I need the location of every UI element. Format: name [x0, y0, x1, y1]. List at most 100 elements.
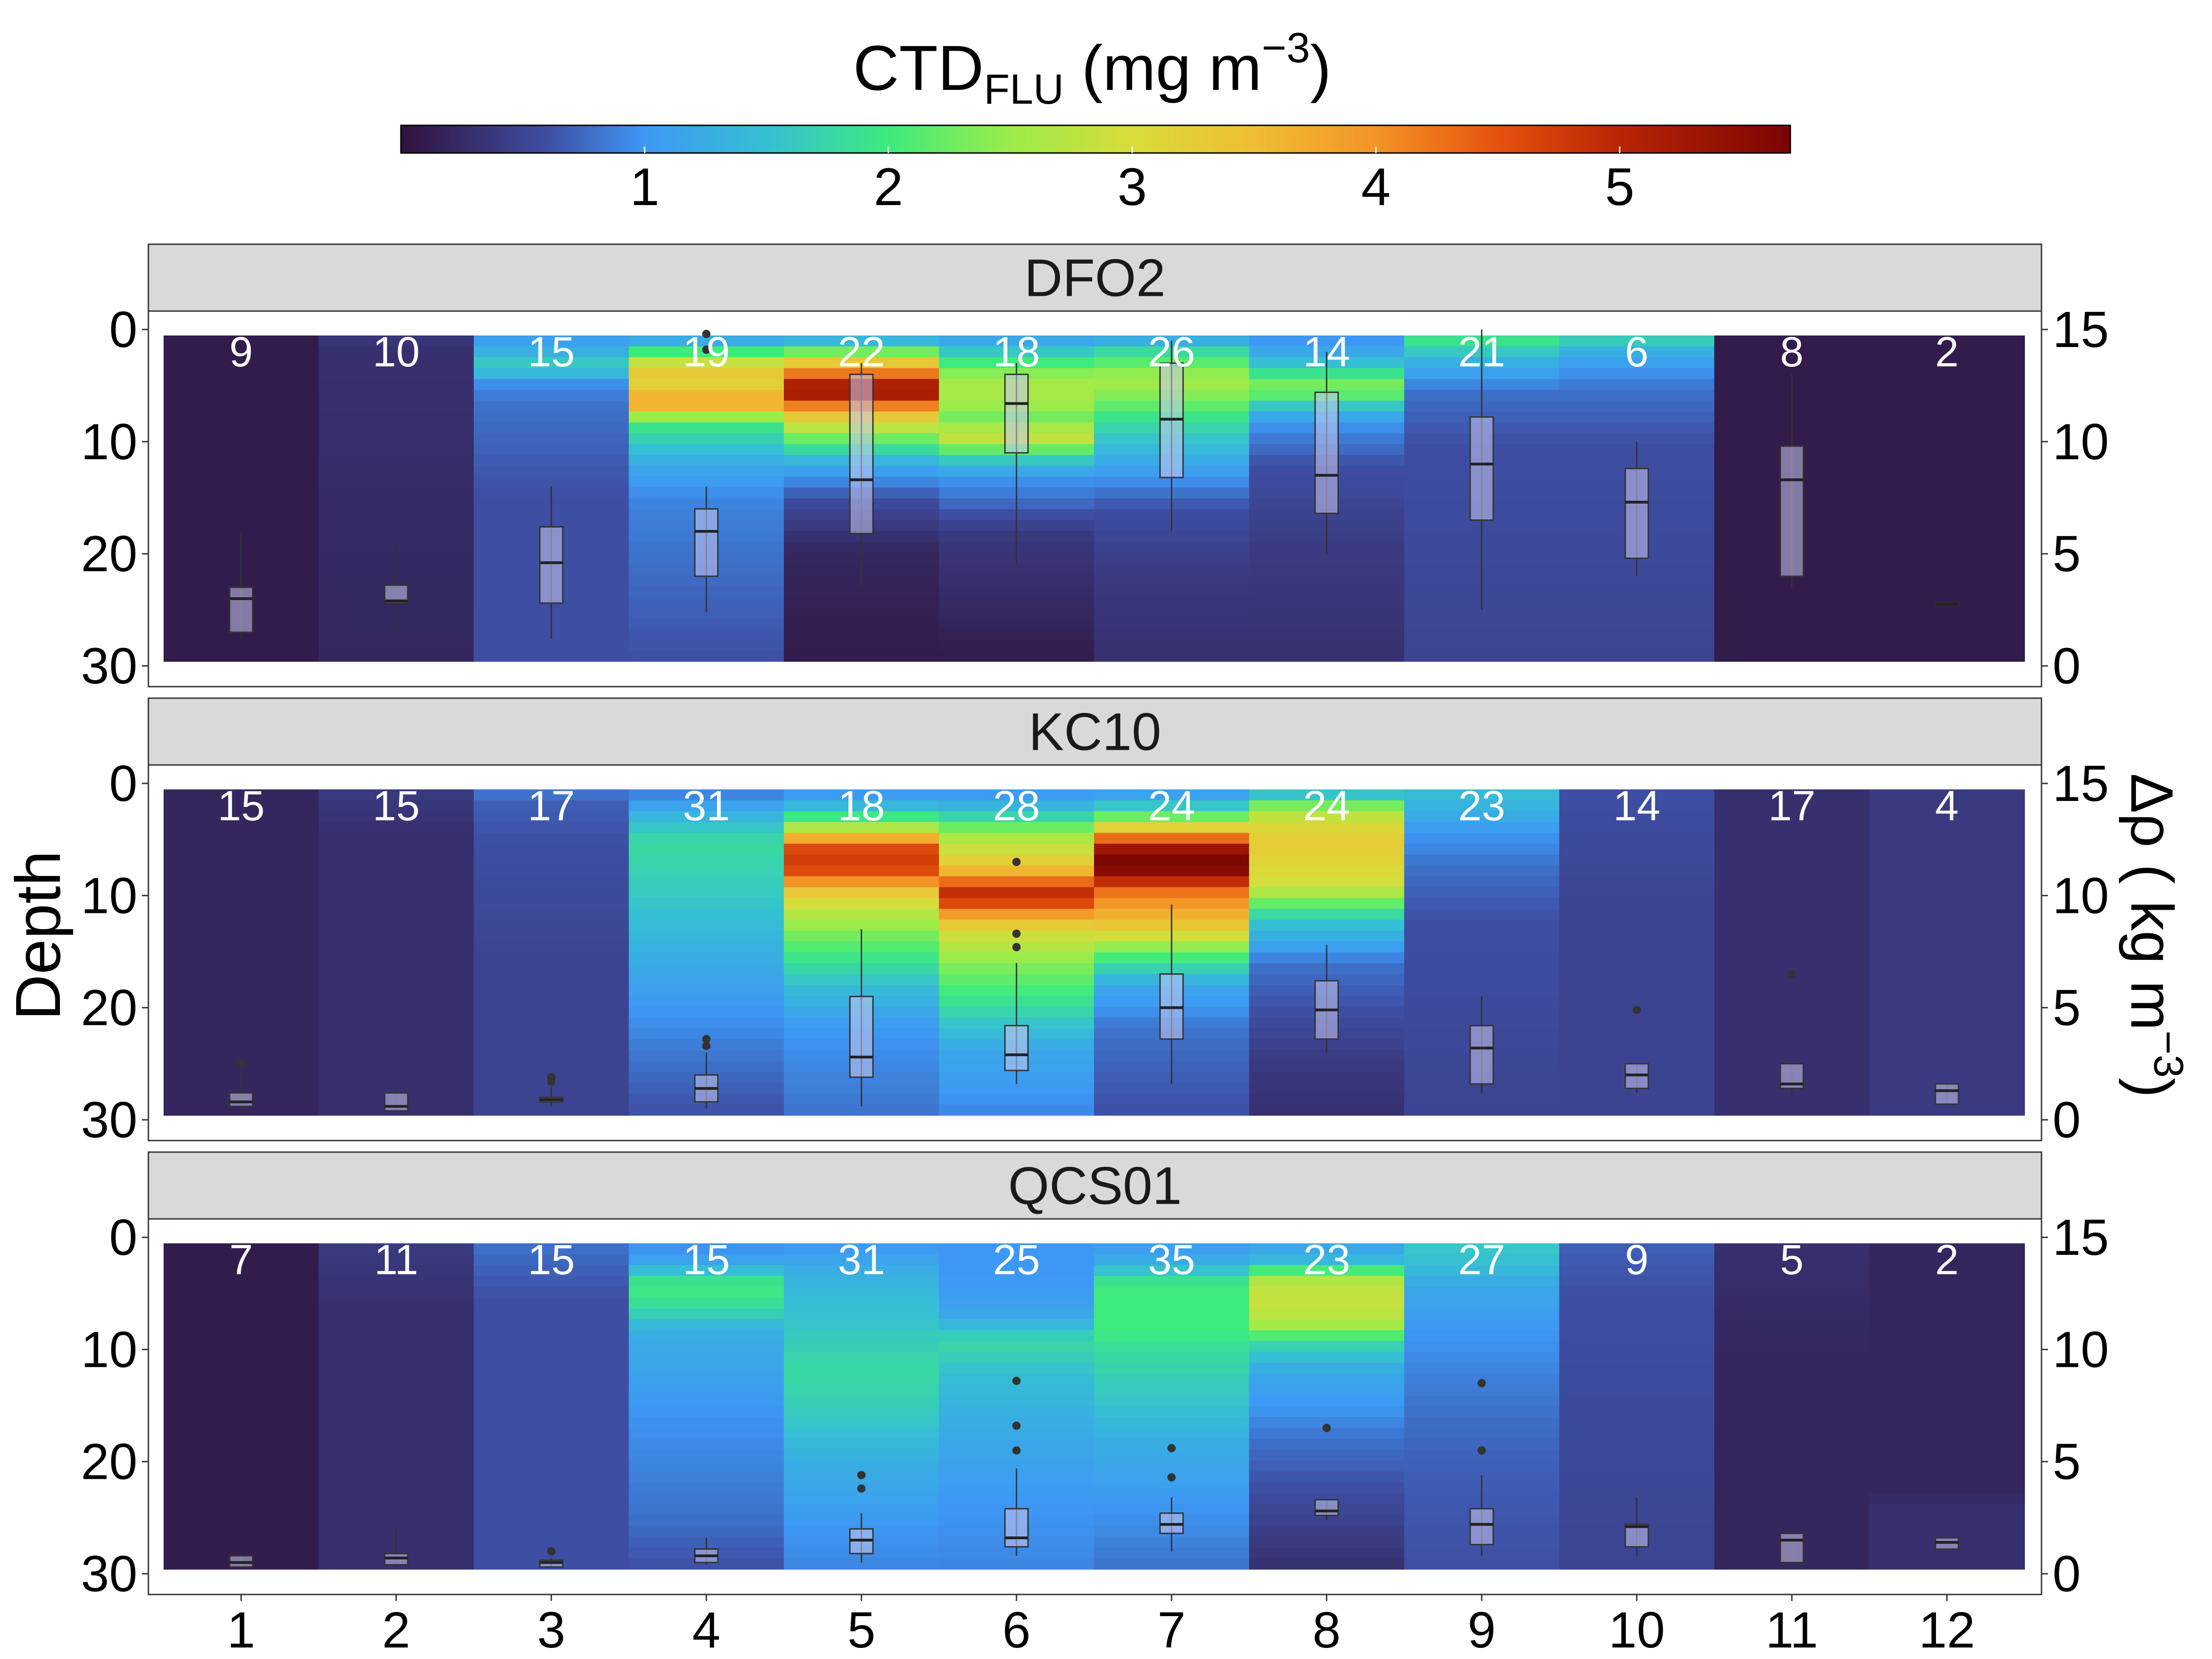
heatmap-cell	[474, 800, 629, 812]
heatmap-cell	[318, 1071, 474, 1083]
boxplot-outlier	[1632, 1006, 1641, 1014]
boxplot-month-12	[1935, 1083, 1959, 1105]
heatmap-cell	[474, 1406, 629, 1418]
heatmap-cell	[1094, 1265, 1250, 1277]
heatmap-cell	[1714, 1439, 1870, 1450]
heatmap-cell	[629, 909, 784, 920]
heatmap-cell	[1559, 1254, 1715, 1266]
boxplot-outlier	[857, 1471, 866, 1479]
heatmap-cell	[784, 639, 940, 651]
colorbar: CTDFLU (mg m−3) 1 2 3 4 5	[400, 24, 1791, 217]
heatmap-cell	[164, 357, 319, 369]
heatmap-cell	[1714, 1028, 1870, 1040]
heatmap-cell	[1249, 629, 1405, 640]
heatmap-cell	[784, 1319, 940, 1331]
boxplot-outlier	[1167, 1473, 1176, 1482]
heatmap-cell	[939, 1395, 1094, 1407]
heatmap-cell	[474, 1352, 629, 1364]
colorbar-tick-label: 3	[1118, 158, 1147, 217]
heatmap-cell	[1559, 995, 1715, 1007]
boxplot-outlier	[1012, 1446, 1021, 1455]
x-tick-label: 10	[1609, 1602, 1665, 1659]
sample-count: 4	[1935, 782, 1959, 830]
heatmap-cell	[1559, 1395, 1715, 1407]
boxplot-month-9	[1469, 329, 1494, 610]
heatmap-cell	[939, 607, 1094, 618]
heatmap-cell	[1714, 1308, 1870, 1320]
heatmap-cell	[629, 1243, 784, 1255]
heatmap-cell	[1714, 1104, 1870, 1116]
heatmap-cell	[939, 1406, 1094, 1418]
panel-strip	[147, 697, 2042, 766]
heatmap-cell	[1714, 1006, 1870, 1018]
heatmap-cell	[474, 952, 629, 964]
heatmap-cell	[939, 1265, 1094, 1277]
heatmap-cell	[1714, 919, 1870, 931]
sample-count: 23	[1458, 782, 1505, 830]
heatmap-cell	[318, 1504, 474, 1516]
heatmap-cell	[1249, 607, 1405, 618]
panel-strip	[147, 1151, 2042, 1220]
boxplot-box	[694, 508, 719, 577]
y-left-tick-label: 10	[81, 1321, 137, 1378]
heatmap-cell	[1249, 865, 1405, 877]
heatmap-cell	[784, 1287, 940, 1298]
heatmap-cell	[1404, 1395, 1560, 1407]
boxplot-outlier	[1012, 930, 1021, 938]
sample-count: 18	[838, 782, 885, 830]
boxplot-month-3	[539, 1073, 564, 1106]
y-left-tick-label: 0	[109, 755, 137, 812]
heatmap-cell	[1559, 811, 1715, 823]
heatmap-cell	[1869, 1308, 2025, 1320]
heatmap-cell	[474, 811, 629, 823]
heatmap-cell	[629, 639, 784, 651]
heatmap-cell	[629, 1395, 784, 1407]
x-tick-label: 2	[382, 1602, 410, 1659]
heatmap-cell	[164, 650, 319, 662]
x-tick-label: 7	[1158, 1602, 1186, 1659]
heatmap-cell	[1714, 941, 1870, 953]
boxplot-month-6	[1004, 1377, 1029, 1556]
heatmap-cell	[1094, 574, 1250, 586]
heatmap-cell	[1559, 1243, 1715, 1255]
sample-count: 26	[1148, 329, 1195, 376]
heatmap-cell	[474, 1308, 629, 1320]
heatmap-cell	[784, 1449, 940, 1461]
panel-kc10: KC10 15 15 17 31 18 28 24 24 23 14 17 4 0 10 20 30 0 5 10 15	[81, 697, 2109, 1148]
sample-count: 2	[1935, 329, 1959, 376]
heatmap-cell	[1869, 455, 2025, 466]
heatmap-cell	[1559, 1039, 1715, 1051]
heatmap-cell	[1714, 1352, 1870, 1364]
heatmap-cell	[784, 854, 940, 866]
heatmap-cell	[164, 1006, 319, 1018]
heatmap-cell	[1714, 800, 1870, 812]
sample-count: 8	[1780, 329, 1804, 376]
heatmap-cell	[164, 1352, 319, 1364]
heatmap-cell	[1404, 1287, 1560, 1298]
heatmap-cell	[318, 346, 474, 358]
heatmap-cell	[1094, 1558, 1250, 1570]
boxplot-box	[1779, 1532, 1804, 1564]
heatmap-cell	[784, 1460, 940, 1472]
heatmap-cell	[629, 1341, 784, 1353]
heatmap-cell	[1869, 1395, 2025, 1407]
boxplot-outlier	[1167, 1444, 1176, 1453]
heatmap-cell	[1869, 477, 2025, 488]
heatmap-cell	[1249, 789, 1405, 801]
y-axis-label-right-exp: −3	[2145, 1030, 2191, 1078]
heatmap-cell	[629, 1428, 784, 1440]
boxplot-month-7	[1159, 1444, 1184, 1552]
heatmap-cell	[474, 919, 629, 931]
heatmap-cell	[629, 800, 784, 812]
heatmap-cell	[784, 822, 940, 834]
heatmap-cell	[629, 465, 784, 477]
heatmap-cell	[939, 563, 1094, 575]
heatmap-cell	[164, 1482, 319, 1494]
heatmap-cell	[629, 1319, 784, 1331]
heatmap-cell	[164, 1276, 319, 1288]
heatmap-cell	[318, 995, 474, 1007]
heatmap-cell	[1249, 1254, 1405, 1266]
heatmap-cell	[164, 1493, 319, 1505]
heatmap-cell	[1869, 531, 2025, 542]
heatmap-cell	[629, 898, 784, 910]
